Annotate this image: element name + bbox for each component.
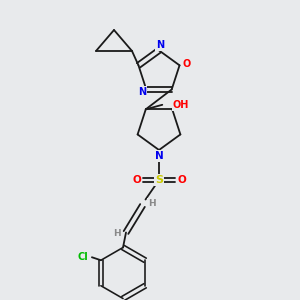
Text: Cl: Cl xyxy=(77,252,88,262)
Text: O: O xyxy=(177,175,186,185)
Text: N: N xyxy=(156,40,165,50)
Text: H: H xyxy=(148,200,155,208)
Text: S: S xyxy=(155,175,163,185)
Text: O: O xyxy=(182,59,190,69)
Text: O: O xyxy=(132,175,141,185)
Text: H: H xyxy=(113,230,121,238)
Text: OH: OH xyxy=(173,100,189,110)
Text: N: N xyxy=(154,151,164,161)
Text: N: N xyxy=(138,88,146,98)
